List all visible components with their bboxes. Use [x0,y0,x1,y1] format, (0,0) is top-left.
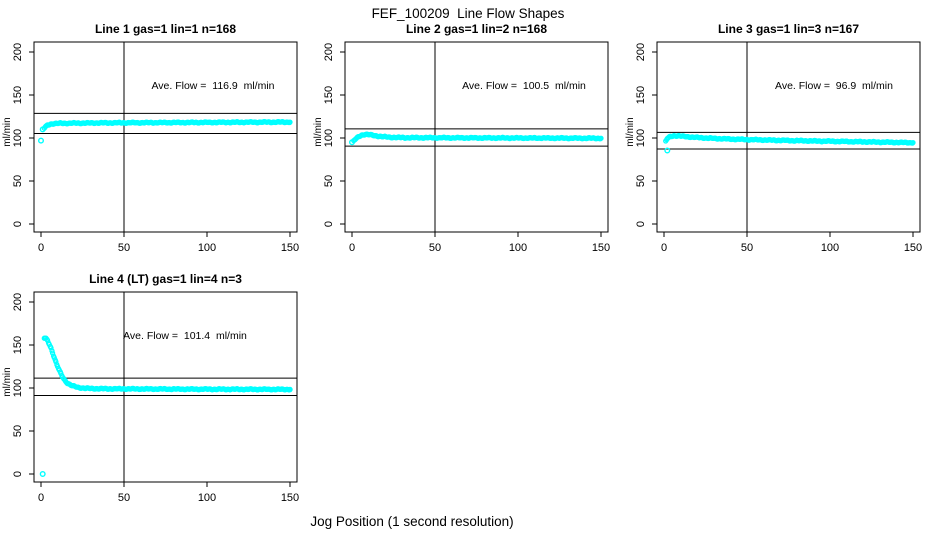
x-tick-label: 150 [281,242,299,254]
plot-box [656,41,921,233]
subplot-line-2: Line 2 gas=1 lin=2 n=168 ml/min Ave. Flo… [313,20,616,270]
data-point [910,139,916,146]
x-tick-label: 150 [592,242,610,254]
ave-flow-annotation: Ave. Flow = 96.9 ml/min [775,80,893,92]
ave-flow-annotation: Ave. Flow = 116.9 ml/min [151,80,275,92]
y-tick-label: 50 [635,175,647,187]
x-tick-label: 0 [661,242,667,254]
ave-flow-annotation: Ave. Flow = 100.5 ml/min [462,80,586,92]
plot-area: 0 50 100 150 0 50 100 150 200 [323,41,610,254]
subplot-line-1: Line 1 gas=1 lin=1 n=168 ml/min Ave. Flo… [2,20,305,270]
subplot-title: Line 2 gas=1 lin=2 n=168 [405,22,548,36]
y-tick-label: 0 [12,471,24,477]
subplot-line-4: Line 4 (LT) gas=1 lin=4 n=3 ml/min Ave. … [2,270,305,520]
subplot-title: Line 1 gas=1 lin=1 n=168 [94,22,237,36]
y-tick-label: 50 [323,175,335,187]
y-tick-label: 150 [12,86,24,104]
y-tick-label: 150 [323,86,335,104]
y-tick-label: 0 [323,221,335,227]
x-tick-label: 0 [349,242,355,254]
plot-box [33,41,298,233]
outlier-point [38,137,45,144]
x-tick-label: 100 [198,492,216,504]
outlier-point [664,147,671,154]
subplot-line-3: Line 3 gas=1 lin=3 n=167 ml/min Ave. Flo… [625,20,928,270]
x-tick-label: 150 [904,242,922,254]
subplot-title: Line 4 (LT) gas=1 lin=4 n=3 [89,272,242,286]
y-tick-label: 50 [12,175,24,187]
x-tick-label: 50 [118,492,130,504]
subplot-title: Line 3 gas=1 lin=3 n=167 [717,22,860,36]
y-tick-label: 100 [635,129,647,147]
x-tick-label: 100 [198,242,216,254]
outlier-point [349,139,356,146]
data-point [48,345,54,351]
x-tick-label: 100 [821,242,839,254]
y-tick-label: 200 [12,293,24,311]
data-point [53,359,59,365]
plot-box [344,41,609,233]
y-tick-label: 200 [12,43,24,61]
y-tick-label: 150 [635,86,647,104]
data-point [287,119,293,125]
figure-title: FEF_100209 Line Flow Shapes [371,6,565,21]
plot-area: 0 50 100 150 0 50 100 150 200 [635,41,922,254]
y-tick-label: 100 [12,379,24,397]
x-tick-label: 150 [281,492,299,504]
y-tick-label: 0 [635,221,647,227]
data-point [287,386,293,393]
data-point [598,135,604,141]
outlier-point [39,470,46,477]
x-tick-label: 50 [429,242,441,254]
x-axis-label: Jog Position (1 second resolution) [310,514,514,529]
x-tick-label: 0 [38,242,44,254]
y-tick-label: 200 [635,43,647,61]
x-tick-label: 50 [741,242,753,254]
plot-area: 0 50 100 150 0 50 100 150 200 [12,41,299,254]
y-tick-label: 100 [12,129,24,147]
ave-flow-annotation: Ave. Flow = 101.4 ml/min [123,330,247,342]
plot-area: 0 50 100 150 0 50 100 150 200 [12,291,299,504]
y-tick-label: 100 [323,129,335,147]
x-tick-label: 100 [509,242,527,254]
y-tick-label: 150 [12,336,24,354]
y-tick-label: 200 [323,43,335,61]
y-tick-label: 50 [12,425,24,437]
y-tick-label: 0 [12,221,24,227]
data-point [49,350,56,356]
x-tick-label: 0 [38,492,44,504]
outlier-point [39,126,46,133]
plot-box [33,291,298,483]
x-tick-label: 50 [118,242,130,254]
